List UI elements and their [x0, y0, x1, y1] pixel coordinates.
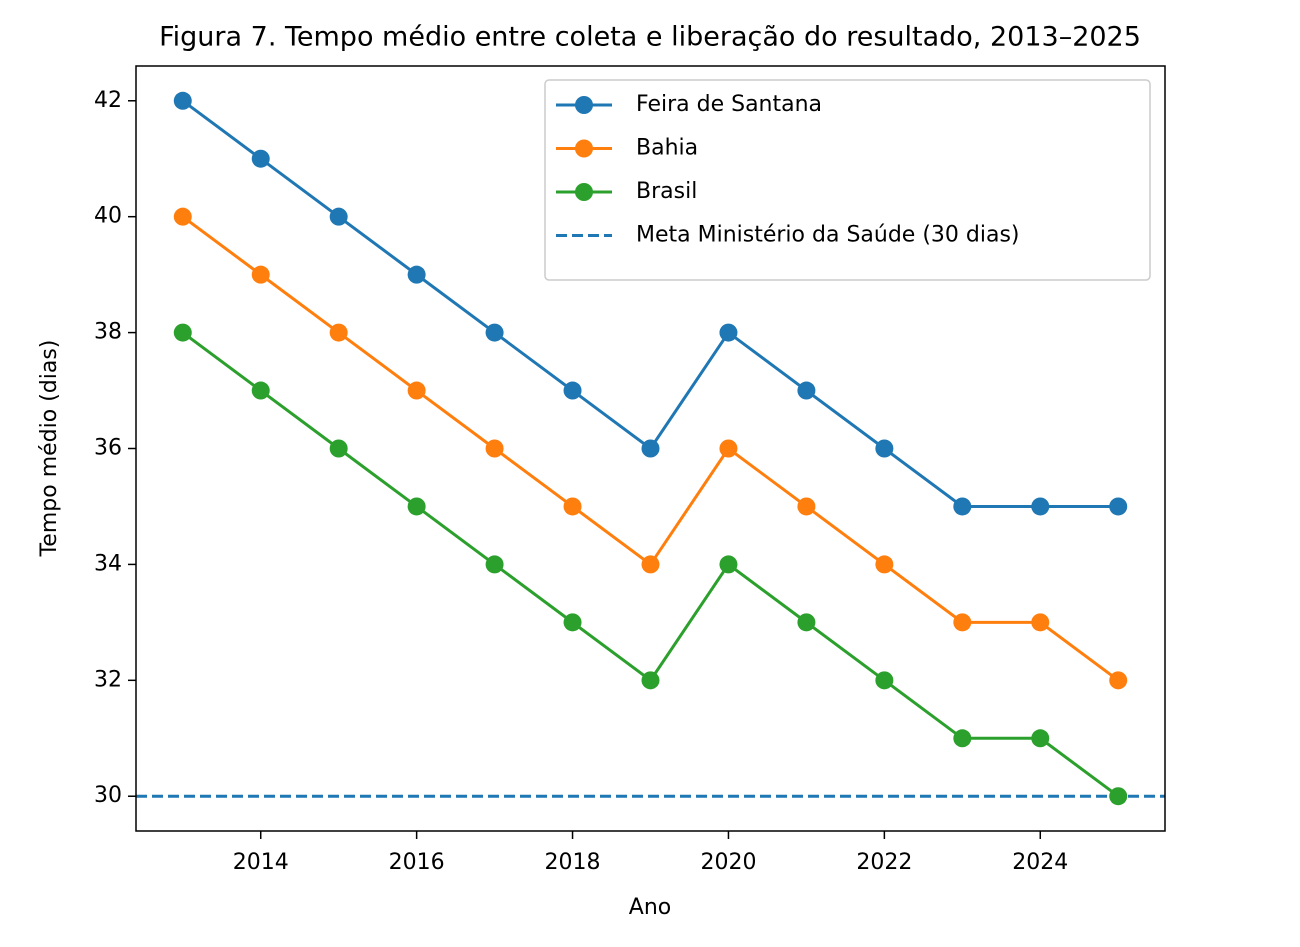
point [173, 323, 192, 342]
chart-title: Figura 7. Tempo médio entre coleta e lib… [159, 22, 1141, 53]
point [563, 497, 582, 516]
point [1031, 729, 1050, 748]
point [563, 381, 582, 400]
point [953, 497, 972, 516]
legend-label: Brasil [636, 179, 697, 204]
x-tick-label: 2020 [700, 850, 756, 875]
legend-label: Bahia [636, 136, 698, 161]
point [1109, 787, 1128, 806]
point [1031, 497, 1050, 516]
point [1109, 497, 1128, 516]
x-tick-label: 2022 [856, 850, 912, 875]
point [953, 729, 972, 748]
point [1031, 613, 1050, 632]
axes-frame [135, 65, 1166, 832]
x-axis-label: Ano [629, 895, 671, 920]
point [173, 207, 192, 226]
point [251, 149, 270, 168]
point [563, 613, 582, 632]
legend-box [544, 79, 1151, 281]
point [1109, 671, 1128, 690]
point [251, 381, 270, 400]
y-axis-label: Tempo médio (dias) [37, 340, 62, 558]
legend-label: Feira de Santana [636, 92, 822, 117]
legend-marker [575, 139, 593, 158]
point [485, 323, 504, 342]
x-tick-label: 2016 [389, 850, 445, 875]
y-tick-label: 42 [94, 88, 122, 113]
point [407, 381, 426, 400]
point [407, 265, 426, 284]
point [641, 671, 660, 690]
point [953, 613, 972, 632]
point [407, 497, 426, 516]
point [875, 555, 894, 574]
point [719, 323, 738, 342]
point [329, 439, 348, 458]
legend-marker [575, 96, 593, 114]
legend-marker [575, 183, 593, 201]
point [173, 91, 192, 110]
y-tick-label: 38 [94, 320, 122, 345]
legend-label: Meta Ministério da Saúde (30 dias) [636, 223, 1020, 248]
y-tick-label: 32 [94, 667, 122, 692]
point [797, 613, 816, 632]
point [641, 439, 660, 458]
y-tick-label: 36 [94, 436, 122, 461]
point [797, 497, 816, 516]
point [329, 207, 348, 226]
point [485, 555, 504, 574]
point [251, 265, 270, 284]
y-tick-label: 30 [94, 783, 122, 808]
point [875, 671, 894, 690]
x-tick-label: 2014 [233, 850, 289, 875]
x-tick-label: 2024 [1012, 850, 1068, 875]
point [641, 555, 660, 574]
point [329, 323, 348, 342]
point [797, 381, 816, 400]
point [485, 439, 504, 458]
point [875, 439, 894, 458]
x-tick-label: 2018 [545, 850, 601, 875]
point [719, 439, 738, 458]
y-tick-label: 34 [94, 551, 122, 576]
y-tick-label: 40 [94, 204, 122, 229]
point [719, 555, 738, 574]
